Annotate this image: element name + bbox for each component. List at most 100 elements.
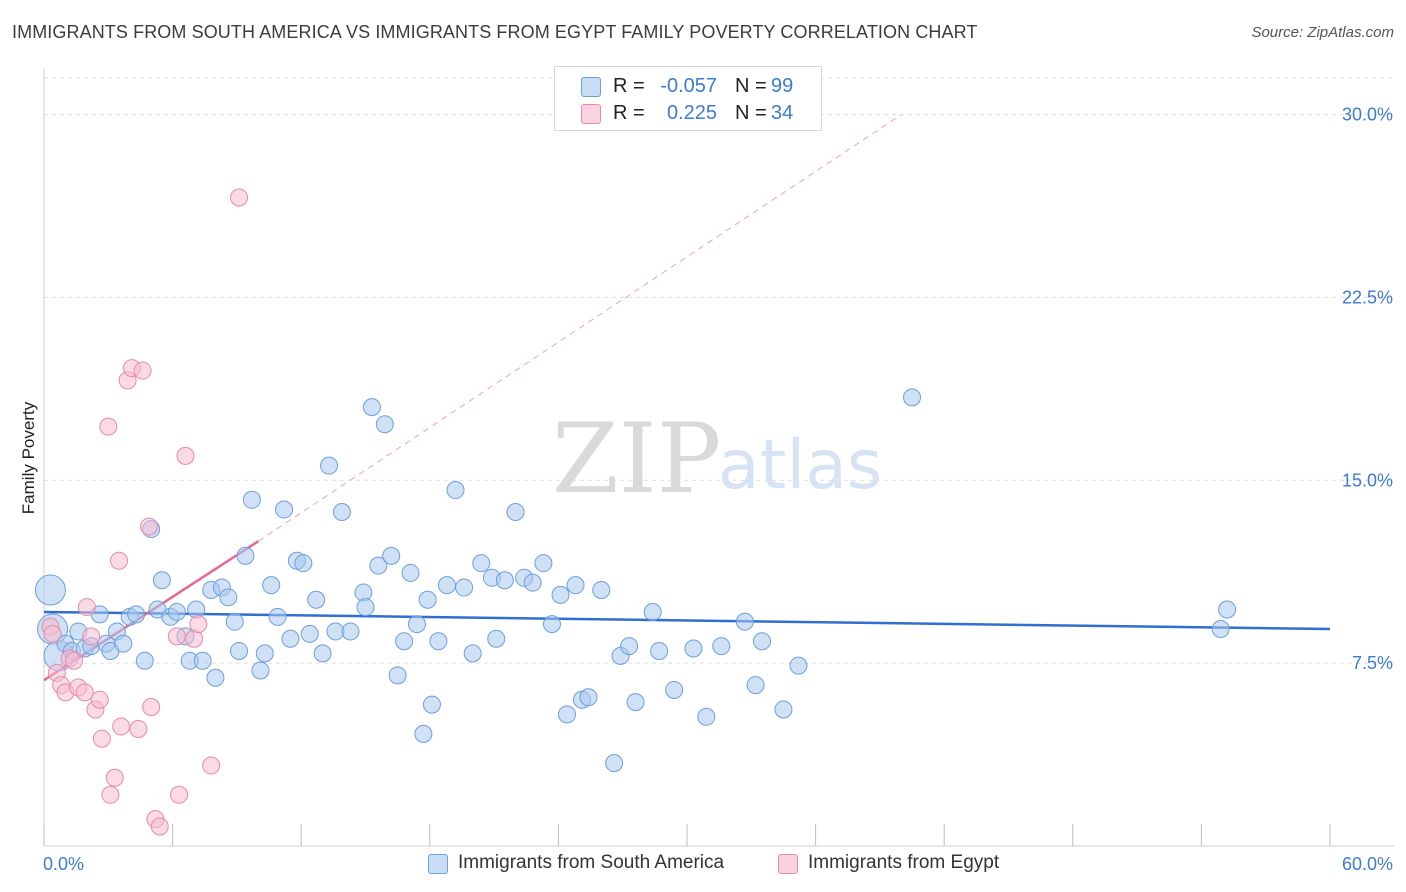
south-america-point xyxy=(557,705,576,724)
egypt-point xyxy=(101,785,120,804)
south-america-point xyxy=(542,615,561,634)
chart-title: IMMIGRANTS FROM SOUTH AMERICA VS IMMIGRA… xyxy=(12,22,978,42)
south-america-point xyxy=(230,641,249,660)
x-tick-label: 60.0% xyxy=(1342,854,1393,874)
stats-legend: R = -0.057 N = 99 R = 0.225 N = 34 xyxy=(554,66,822,131)
south-america-point xyxy=(487,629,506,648)
south-america-point xyxy=(300,624,319,643)
legend-label: Immigrants from Egypt xyxy=(808,852,1000,873)
south-america-point xyxy=(746,676,765,695)
south-america-point xyxy=(650,641,669,660)
south-america-point xyxy=(414,724,433,743)
watermark: ZIP atlas xyxy=(552,403,882,515)
egypt-point xyxy=(75,683,94,702)
south-america-point xyxy=(219,588,238,607)
south-america-point xyxy=(523,573,542,592)
south-america-point xyxy=(34,574,66,606)
axes xyxy=(43,68,1394,847)
south-america-point xyxy=(225,612,244,631)
y-tick-label: 15.0% xyxy=(1342,470,1393,490)
source-label: Source: ZipAtlas.com xyxy=(1251,24,1394,41)
south-america-point xyxy=(251,661,270,680)
legend-swatch-blue xyxy=(581,77,601,97)
south-america-point xyxy=(356,598,375,617)
egypt-point xyxy=(105,768,124,787)
south-america-point xyxy=(437,576,456,595)
r-label: R = xyxy=(613,75,645,97)
egypt-point xyxy=(129,719,148,738)
south-america-point xyxy=(429,632,448,651)
egypt-point xyxy=(140,517,159,536)
egypt-point xyxy=(82,627,101,646)
data-points xyxy=(34,188,1237,836)
south-america-point xyxy=(281,629,300,648)
south-america-point xyxy=(626,693,645,712)
egypt-point xyxy=(77,598,96,617)
south-america-point xyxy=(388,666,407,685)
south-america-point xyxy=(152,571,171,590)
south-america-point xyxy=(294,554,313,573)
south-america-point xyxy=(167,602,186,621)
y-axis-label: Family Poverty xyxy=(19,401,38,514)
south-america-point xyxy=(592,581,611,599)
egypt-point xyxy=(99,417,118,436)
south-america-point xyxy=(665,680,684,699)
egypt-point xyxy=(202,756,221,775)
y-tick-label: 22.5% xyxy=(1342,287,1393,307)
south-america-point xyxy=(395,632,414,651)
egypt-point xyxy=(133,361,152,380)
south-america-point xyxy=(463,644,482,663)
south-america-point xyxy=(401,563,420,582)
egypt-point xyxy=(92,729,111,748)
south-america-point xyxy=(307,590,326,609)
south-america-point xyxy=(697,707,716,726)
watermark-atlas: atlas xyxy=(718,426,882,505)
south-america-point xyxy=(375,415,394,434)
n-label: N = xyxy=(735,102,767,124)
egypt-point xyxy=(90,690,109,709)
south-america-point xyxy=(446,481,465,500)
south-america-point xyxy=(1218,600,1237,619)
south-america-point xyxy=(326,622,345,641)
n-value: 99 xyxy=(771,75,794,97)
egypt-point xyxy=(230,188,249,207)
south-america-point xyxy=(193,651,212,670)
egypt-point xyxy=(112,717,131,736)
south-america-point xyxy=(275,500,294,519)
south-america-point xyxy=(551,585,570,604)
south-america-point xyxy=(127,605,146,624)
south-america-point xyxy=(903,388,922,407)
south-america-point xyxy=(418,590,437,609)
south-america-trend-line xyxy=(43,610,1331,631)
south-america-point xyxy=(268,607,287,626)
y-tick-label: 7.5% xyxy=(1352,653,1393,673)
south-america-point xyxy=(455,578,474,597)
legend-label: Immigrants from South America xyxy=(458,852,725,873)
south-america-point xyxy=(579,688,598,707)
south-america-point xyxy=(495,571,514,590)
stats-row-egypt: R = 0.225 N = 34 xyxy=(555,100,821,128)
series-legend: Immigrants from South America Immigrants… xyxy=(0,850,1406,880)
south-america-point xyxy=(753,632,772,651)
south-america-point xyxy=(341,622,360,641)
south-america-point xyxy=(255,644,274,663)
south-america-point xyxy=(506,502,525,521)
egypt-point xyxy=(142,698,161,717)
egypt-point xyxy=(189,615,208,634)
n-value: 34 xyxy=(771,102,794,124)
tick-labels: 7.5% 15.0% 22.5% 30.0% 0.0% 60.0% xyxy=(43,105,1393,874)
south-america-point xyxy=(206,668,225,687)
south-america-point xyxy=(712,637,731,656)
south-america-point xyxy=(774,700,793,719)
south-america-point xyxy=(262,576,281,595)
r-label: R = xyxy=(613,102,645,124)
egypt-trend-extension xyxy=(258,114,902,542)
egypt-point xyxy=(43,624,62,643)
south-america-point xyxy=(320,456,339,475)
south-america-point xyxy=(362,398,381,417)
egypt-point xyxy=(110,551,129,570)
r-value: 0.225 xyxy=(666,102,717,124)
n-label: N = xyxy=(735,75,767,97)
egypt-point xyxy=(170,785,189,804)
south-america-point xyxy=(332,502,351,521)
